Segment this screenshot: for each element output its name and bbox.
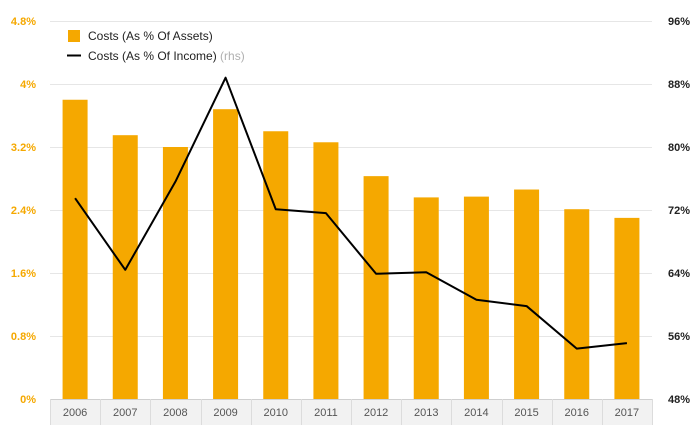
y-left-tick-label: 0.8% <box>11 331 36 343</box>
x-tick-label: 2011 <box>314 407 338 419</box>
bar-2015 <box>514 189 540 399</box>
y-right-tick-label: 80% <box>668 142 690 154</box>
x-tick-label: 2007 <box>113 407 137 419</box>
y-left-tick-label: 3.2% <box>11 142 36 154</box>
legend-label-assets: Costs (As % Of Assets) <box>88 29 213 43</box>
x-tick-label: 2009 <box>213 407 237 419</box>
legend: Costs (As % Of Assets) Costs (As % Of In… <box>67 29 245 63</box>
x-tick-label: 2017 <box>615 407 639 419</box>
x-tick-label: 2006 <box>63 407 87 419</box>
y-right-tick-label: 56% <box>668 331 690 343</box>
bar-2010 <box>263 131 289 399</box>
x-tick-label: 2012 <box>364 407 388 419</box>
y-left-tick-label: 0% <box>20 394 36 406</box>
x-tick-label: 2014 <box>464 407 488 419</box>
bar-2009 <box>213 109 239 399</box>
x-tick-label: 2010 <box>264 407 288 419</box>
legend-label-income: Costs (As % Of Income) (rhs) <box>88 49 245 63</box>
bar-2012 <box>363 176 389 399</box>
x-axis: 2006 2007 2008 2009 2010 2011 2012 2013 2014 2015… <box>50 399 653 425</box>
y-axis-right: 48% 56% 64% 72% 80% 88% 96% <box>668 16 690 406</box>
gridlines <box>50 21 652 337</box>
y-right-tick-label: 96% <box>668 16 690 28</box>
y-right-tick-label: 64% <box>668 268 690 280</box>
y-left-tick-label: 4% <box>20 79 36 91</box>
bar-2013 <box>413 197 439 399</box>
bar-series-costs-assets <box>62 99 640 399</box>
income-line <box>74 76 628 350</box>
x-tick-label: 2015 <box>514 407 538 419</box>
legend-note-rhs: (rhs) <box>220 49 245 63</box>
y-left-tick-label: 2.4% <box>11 205 36 217</box>
y-left-tick-label: 1.6% <box>11 268 36 280</box>
bar-2017 <box>614 217 640 399</box>
y-right-tick-label: 48% <box>668 394 690 406</box>
legend-swatch-bar <box>68 30 80 42</box>
x-tick-label: 2013 <box>414 407 438 419</box>
x-tick-label: 2016 <box>565 407 589 419</box>
bar-2006 <box>62 99 88 399</box>
y-right-tick-label: 88% <box>668 79 690 91</box>
bar-2008 <box>162 147 188 399</box>
y-axis-left: 0% 0.8% 1.6% 2.4% 3.2% 4% 4.8% <box>11 16 36 406</box>
x-tick-label: 2008 <box>163 407 187 419</box>
y-left-tick-label: 4.8% <box>11 16 36 28</box>
bar-2014 <box>463 196 489 399</box>
bar-2007 <box>112 135 138 399</box>
legend-label-income-text: Costs (As % Of Income) <box>88 49 217 63</box>
bar-2016 <box>564 209 590 399</box>
y-right-tick-label: 72% <box>668 205 690 217</box>
line-series-costs-income <box>74 76 628 350</box>
bar-2011 <box>313 142 339 399</box>
